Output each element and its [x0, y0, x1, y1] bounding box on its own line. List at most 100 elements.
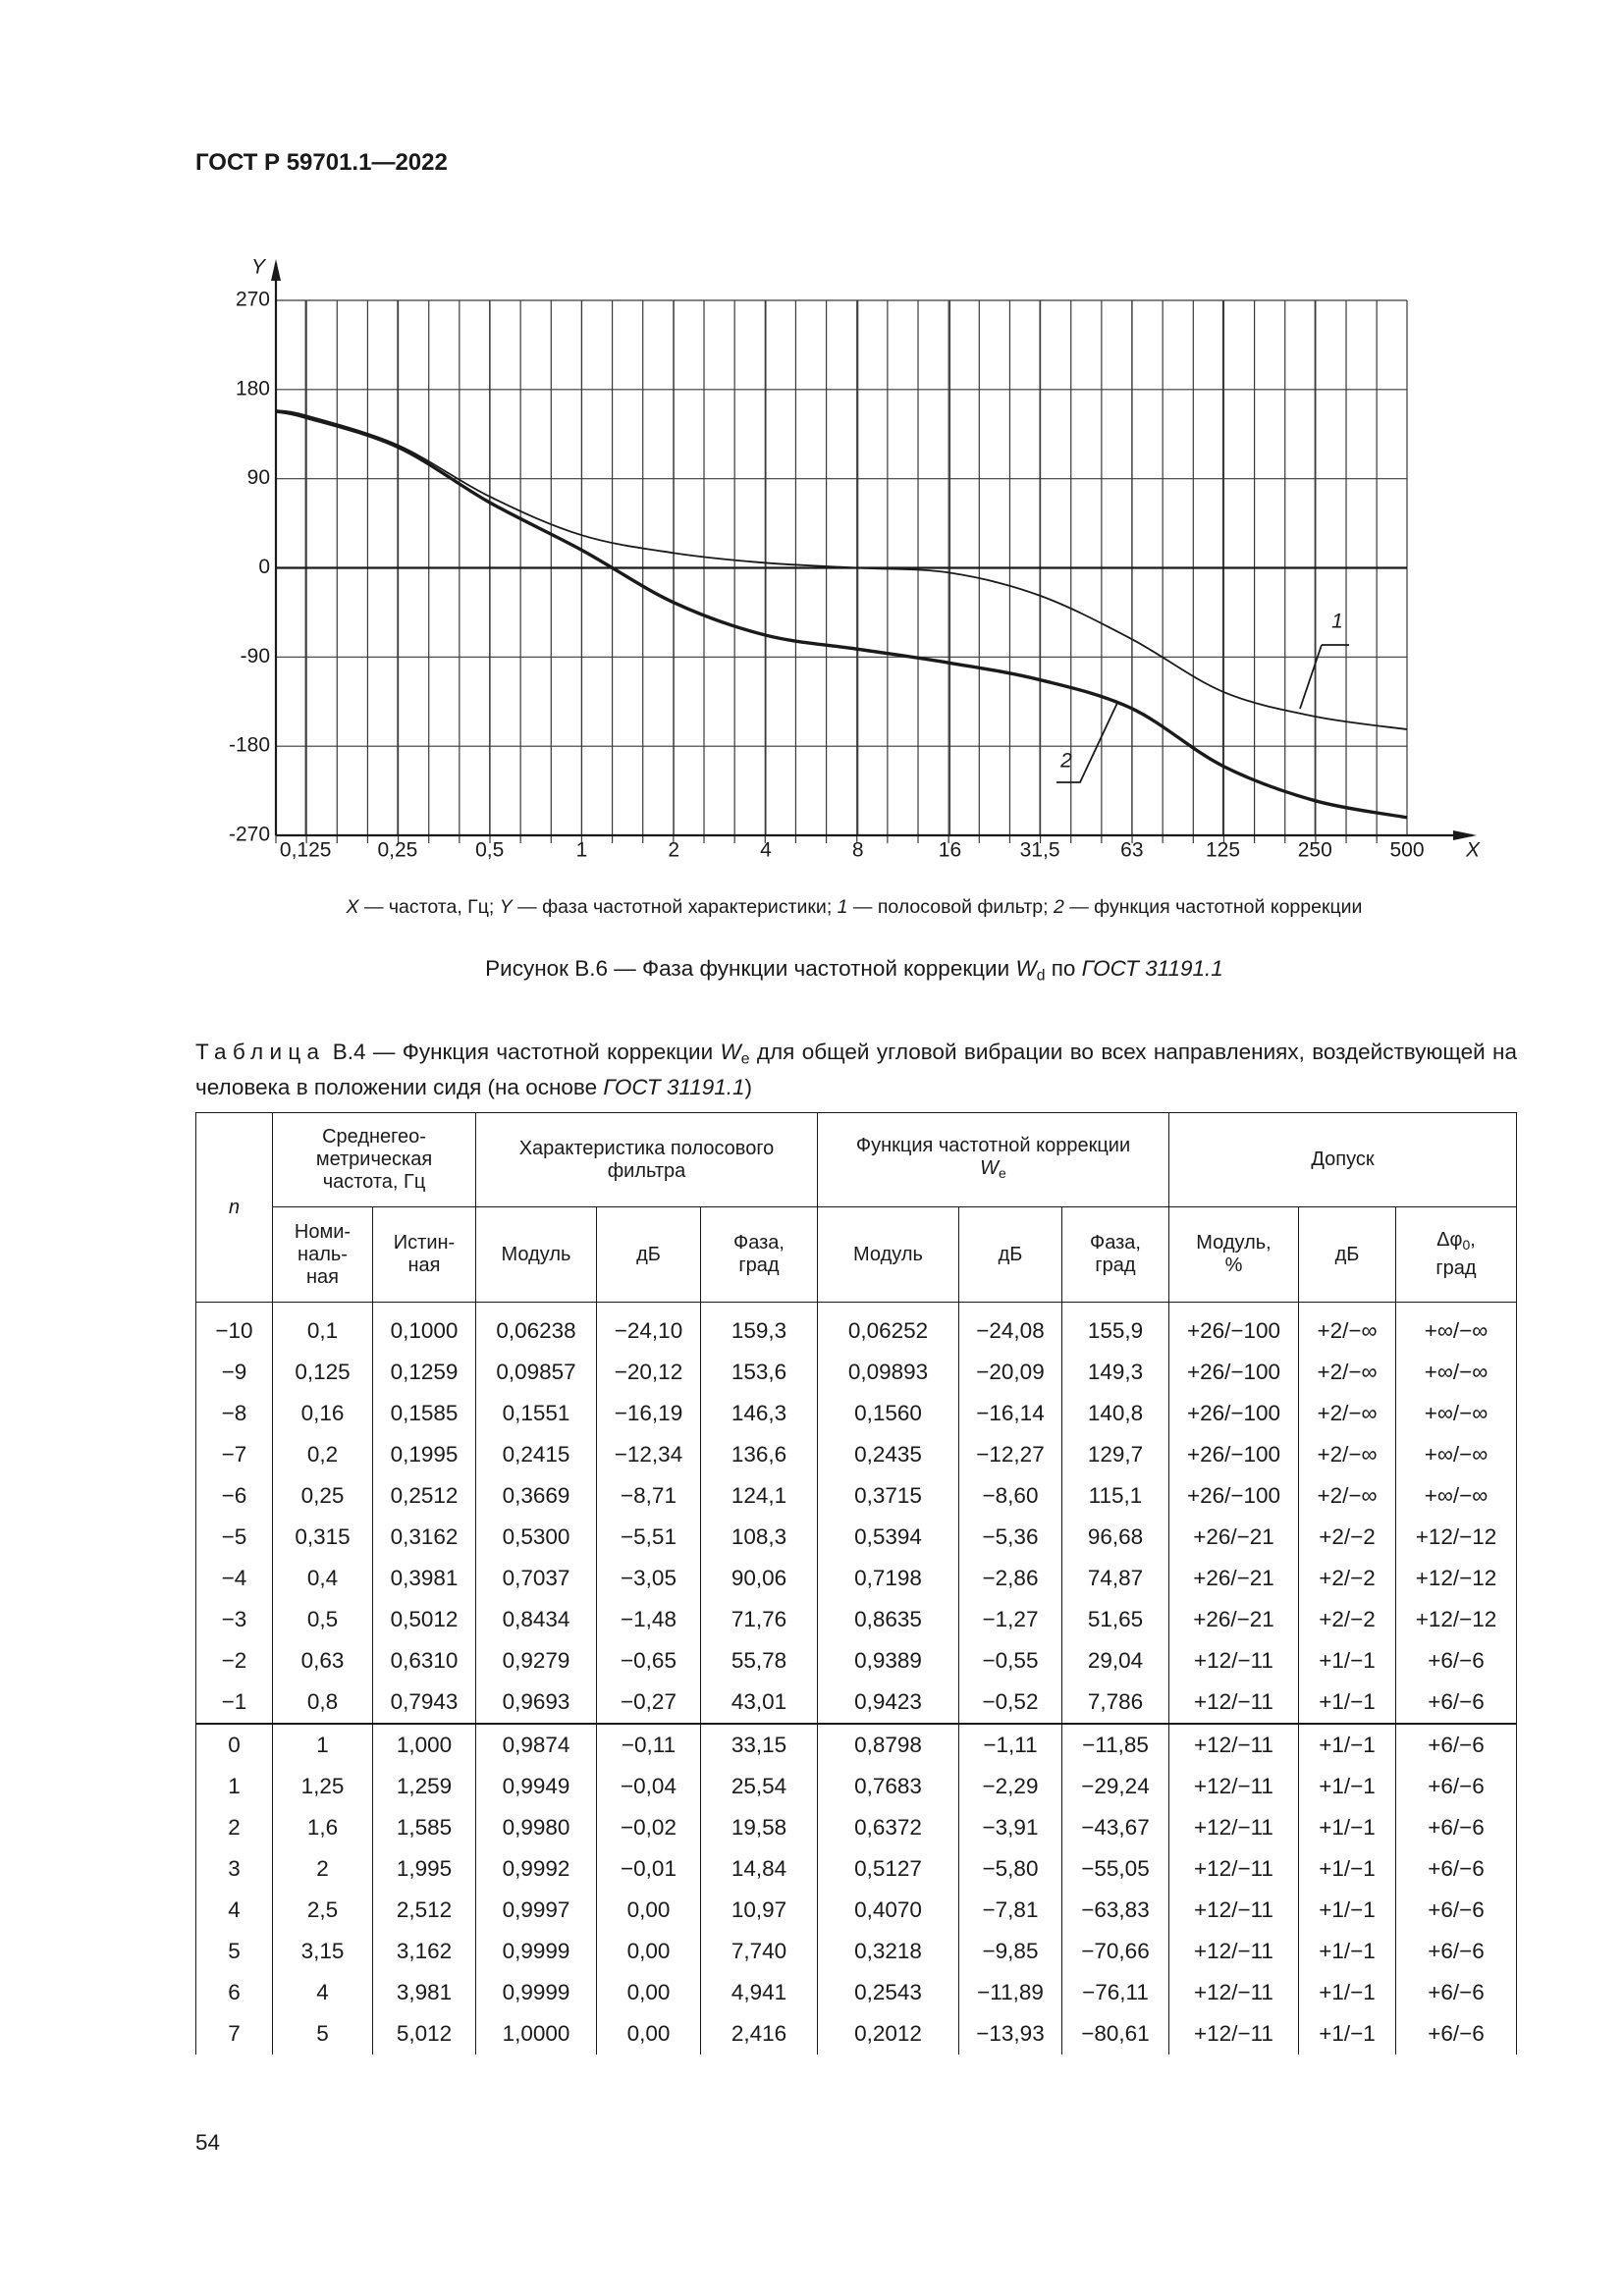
table-cell: 0,2012	[817, 2013, 959, 2055]
table-cell: 0,8	[272, 1682, 373, 1724]
table-cell: 2,5	[272, 1890, 373, 1931]
table-cell: 74,87	[1061, 1558, 1169, 1599]
table-cell: 0,5	[272, 1599, 373, 1640]
table-cell: 0,9389	[817, 1640, 959, 1682]
header-text: W	[980, 1156, 1000, 1179]
x-tick-label: 0,125	[280, 839, 332, 862]
table-cell: +∞/−∞	[1395, 1434, 1517, 1475]
x-tick-label: 4	[760, 839, 772, 862]
table-cell: −16,14	[958, 1393, 1062, 1434]
table-cell: 3	[195, 1848, 273, 1890]
table-cell: 1,000	[372, 1723, 476, 1766]
table-cell: 0,9999	[475, 1931, 597, 1972]
table-cell: −0,04	[596, 1766, 701, 1807]
table-cell: +6/−6	[1395, 1723, 1517, 1766]
table-cell: +∞/−∞	[1395, 1393, 1517, 1434]
table-cell: 0,00	[596, 1890, 701, 1931]
table-cell: −16,19	[596, 1393, 701, 1434]
table-cell: +12/−11	[1168, 1931, 1299, 1972]
table-cell: 0,2	[272, 1434, 373, 1475]
table-cell: +12/−12	[1395, 1517, 1517, 1558]
table-cell: −9,85	[958, 1931, 1062, 1972]
table-cell: +12/−11	[1168, 1766, 1299, 1807]
header-cell: Среднегео- метрическая частота, Гц	[272, 1112, 476, 1207]
table-cell: +6/−6	[1395, 2013, 1517, 2055]
table-cell: 0,2543	[817, 1972, 959, 2013]
table-cell: 0,25	[272, 1475, 373, 1517]
table-row: −2 0,63 0,6310 0,9279 −0,65 55,78 0,9389 −0,55 2…	[195, 1640, 1517, 1682]
table-cell: 2,416	[700, 2013, 818, 2055]
table-cell: −4	[195, 1558, 273, 1599]
table-cell: 0,7683	[817, 1766, 959, 1807]
table-cell: −9	[195, 1352, 273, 1393]
table-cell: 0,9980	[475, 1807, 597, 1848]
header-cell: Модуль	[475, 1206, 597, 1303]
table-row: 2 1,6 1,585 0,9980 −0,02 19,58 0,6372 −3,91 −43,…	[195, 1807, 1517, 1848]
header-text: , град	[1435, 1229, 1477, 1279]
legend-label: 1	[837, 896, 848, 918]
table-cell: 0,3162	[372, 1517, 476, 1558]
table-cell: −20,12	[596, 1352, 701, 1393]
curve-label: 2	[1059, 750, 1072, 773]
table-cell: 0,00	[596, 2013, 701, 2055]
table-cell: +1/−1	[1298, 1848, 1396, 1890]
x-tick-label: 250	[1298, 839, 1332, 862]
table-cell: −11,85	[1061, 1723, 1169, 1766]
table-cell: +1/−1	[1298, 2013, 1396, 2055]
table-row: 0 1 1,000 0,9874 −0,11 33,15 0,8798 −1,11 −11,85…	[195, 1723, 1517, 1766]
table-cell: 0,09893	[817, 1352, 959, 1393]
table-cell: +2/−∞	[1298, 1352, 1396, 1393]
table-cell: −10	[195, 1302, 273, 1352]
table-cell: +12/−12	[1395, 1558, 1517, 1599]
table-caption: Таблица В.4 — Функция частотной коррекци…	[195, 1039, 1517, 1101]
table-cell: +26/−100	[1168, 1434, 1299, 1475]
leader-line	[1299, 644, 1349, 710]
table-cell: 0,125	[272, 1352, 373, 1393]
table-cell: 0,9997	[475, 1890, 597, 1931]
y-axis-label: Y	[251, 256, 267, 279]
table-cell: −3,05	[596, 1558, 701, 1599]
table-cell: 0,1	[272, 1302, 373, 1352]
table-cell: 4	[195, 1890, 273, 1931]
header-text: Функция частотной коррекции	[855, 1134, 1131, 1156]
table-cell: −7	[195, 1434, 273, 1475]
table-row: 7 5 5,012 1,0000 0,00 2,416 0,2012 −13,93 −80,61…	[195, 2013, 1517, 2055]
table-cell: 7	[195, 2013, 273, 2055]
table-cell: 0,9999	[475, 1972, 597, 2013]
table-cell: 1	[195, 1766, 273, 1807]
table-cell: 0,1000	[372, 1302, 476, 1352]
y-tick-label: -90	[241, 645, 270, 667]
table-cell: 0,5300	[475, 1517, 597, 1558]
series-line	[275, 409, 1408, 730]
table-row: −10 0,1 0,1000 0,06238 −24,10 159,3 0,06252 −24…	[195, 1302, 1517, 1352]
table-cell: +12/−11	[1168, 1682, 1299, 1724]
table-body: −10 0,1 0,1000 0,06238 −24,10 159,3 0,06252 −24…	[195, 1302, 1517, 2055]
table-cell: −3,91	[958, 1807, 1062, 1848]
table-cell: 0,9874	[475, 1723, 597, 1766]
table-cell: 7,740	[700, 1931, 818, 1972]
table-cell: −2,86	[958, 1558, 1062, 1599]
table-cell: +∞/−∞	[1395, 1352, 1517, 1393]
figure-legend: X — частота, Гц; Y — фаза частотной хара…	[0, 896, 1624, 919]
table-cell: 4,941	[700, 1972, 818, 2013]
table-cell: 0,3669	[475, 1475, 597, 1517]
table-cell: +26/−100	[1168, 1302, 1299, 1352]
table-row: −8 0,16 0,1585 0,1551 −16,19 146,3 0,1560 −16,1…	[195, 1393, 1517, 1434]
text-part: ;	[1043, 896, 1054, 918]
table-cell: +12/−11	[1168, 1890, 1299, 1931]
text-part: — фаза частотной характеристики;	[512, 896, 838, 918]
table-cell: +12/−11	[1168, 1848, 1299, 1890]
table-cell: 0,1259	[372, 1352, 476, 1393]
table-cell: −63,83	[1061, 1890, 1169, 1931]
header-cell: Функция частотной коррекции We	[817, 1112, 1169, 1207]
y-tick-label: 90	[247, 466, 270, 489]
header-cell: Истин- ная	[372, 1206, 476, 1303]
y-tick-label: 270	[236, 289, 270, 311]
text-part: )	[744, 1074, 753, 1099]
header-text: Δφ	[1436, 1229, 1463, 1252]
table-cell: +12/−12	[1395, 1599, 1517, 1640]
text-part: Y	[499, 896, 513, 918]
table-cell: 5	[195, 1931, 273, 1972]
text-part: для общей угловой вибрации во всех напра…	[195, 1040, 1517, 1099]
